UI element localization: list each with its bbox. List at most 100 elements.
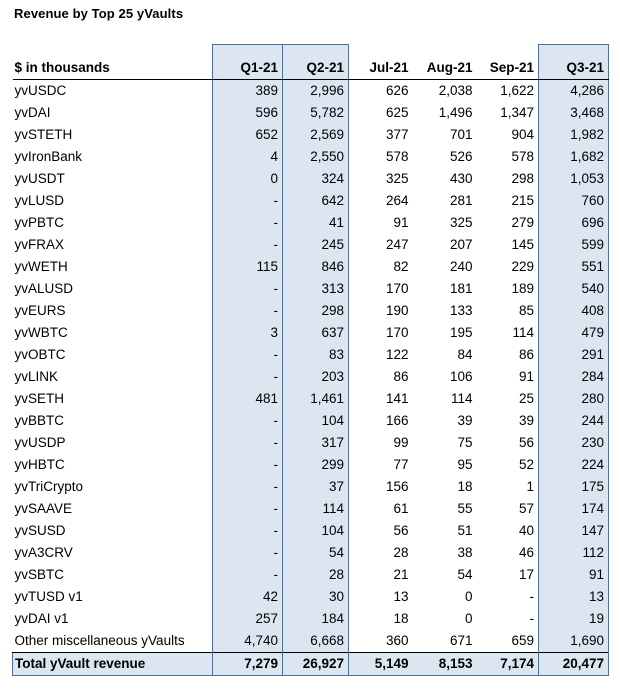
table-row: yvLINK -203 86 106 91 284 <box>13 366 609 388</box>
value-cell: 324 <box>282 168 349 190</box>
table-row: yvWETH 115 846 82 240 229 551 <box>13 256 609 278</box>
value-cell: 299 <box>282 454 349 476</box>
row-label: yvIronBank <box>14 149 83 164</box>
value-cell: 42 <box>212 586 283 608</box>
col-header-aug-21: Aug-21 <box>412 57 477 80</box>
value-cell: - <box>212 190 283 212</box>
value-cell: 1,347 <box>500 105 534 120</box>
table-row: yvLUSD -642 264 281 215 760 <box>13 190 609 212</box>
value-cell: 91 <box>518 369 534 384</box>
value-cell: 156 <box>385 479 409 494</box>
value-cell: 279 <box>511 215 534 230</box>
spacer-row <box>13 44 609 57</box>
value-cell: 1,682 <box>538 146 609 168</box>
value-cell: - <box>212 542 283 564</box>
value-cell: - <box>212 476 283 498</box>
value-cell: 360 <box>385 633 409 648</box>
value-cell: 51 <box>457 523 473 538</box>
table-row: yvIronBank 4 2,550 578 526 578 1,682 <box>13 146 609 168</box>
table-row: yvSUSD -104 56 51 40 147 <box>13 520 609 542</box>
value-cell: 86 <box>393 369 409 384</box>
value-cell: 77 <box>393 457 409 472</box>
value-cell: 1,622 <box>500 83 534 98</box>
value-cell: 28 <box>393 545 409 560</box>
table-row: yvBBTC -104 166 39 39 244 <box>13 410 609 432</box>
value-cell: 659 <box>511 633 534 648</box>
value-cell: 115 <box>212 256 283 278</box>
value-cell: 18 <box>457 479 473 494</box>
row-label: yvSETH <box>14 391 65 406</box>
row-label: Other miscellaneous yVaults <box>14 633 185 648</box>
value-cell: 578 <box>511 149 534 164</box>
row-label: yvSTETH <box>14 127 73 142</box>
value-cell: 39 <box>518 413 534 428</box>
value-cell: 642 <box>282 190 349 212</box>
value-cell: 298 <box>511 171 534 186</box>
row-label: yvWETH <box>14 259 68 274</box>
value-cell: 671 <box>449 633 473 648</box>
col-header-q3-21: Q3-21 <box>538 57 609 80</box>
total-value-cell: 7,174 <box>476 652 539 676</box>
value-cell: 91 <box>393 215 409 230</box>
units-label: $ in thousands <box>12 57 213 80</box>
value-cell: 481 <box>212 388 283 410</box>
value-cell: 174 <box>538 498 609 520</box>
value-cell: 86 <box>518 347 534 362</box>
value-cell: 3,468 <box>538 102 609 124</box>
value-cell: 247 <box>385 237 409 252</box>
value-cell: 578 <box>385 149 409 164</box>
value-cell: 190 <box>385 303 409 318</box>
value-cell: 1,461 <box>282 388 349 410</box>
value-cell: 291 <box>538 344 609 366</box>
value-cell: 25 <box>518 391 534 406</box>
value-cell: 30 <box>282 586 349 608</box>
value-cell: 298 <box>282 300 349 322</box>
table-row: Other miscellaneous yVaults 4,740 6,668 360… <box>13 630 609 653</box>
table-row: yvSETH 481 1,461 141 114 25 280 <box>13 388 609 410</box>
value-cell: 114 <box>450 391 473 406</box>
value-cell: 408 <box>538 300 609 322</box>
value-cell: 0 <box>464 611 473 626</box>
row-label: yvALUSD <box>14 281 74 296</box>
value-cell: 240 <box>449 259 473 274</box>
value-cell: 6,668 <box>282 630 349 653</box>
value-cell: 4,286 <box>538 79 609 102</box>
value-cell: - <box>212 520 283 542</box>
row-label: yvHBTC <box>14 457 65 472</box>
value-cell: 599 <box>538 234 609 256</box>
table-row: yvTUSD v1 42 30 13 0-13 <box>13 586 609 608</box>
value-cell: 4 <box>212 146 283 168</box>
value-cell: 104 <box>282 410 349 432</box>
value-cell: - <box>212 454 283 476</box>
value-cell: 281 <box>449 193 473 208</box>
col-header-jul-21: Jul-21 <box>348 57 413 80</box>
row-label: yvWBTC <box>14 325 68 340</box>
value-cell: 28 <box>282 564 349 586</box>
col-header-q2-21: Q2-21 <box>282 57 349 80</box>
value-cell: 19 <box>538 608 609 630</box>
value-cell: 377 <box>385 127 409 142</box>
value-cell: 91 <box>538 564 609 586</box>
total-row: Total yVault revenue 7,279 26,927 5,149 8,15… <box>12 652 609 676</box>
value-cell: 55 <box>457 501 473 516</box>
row-label: yvUSDC <box>14 83 67 98</box>
row-label: yvBBTC <box>14 413 65 428</box>
value-cell: 106 <box>449 369 473 384</box>
value-cell: 430 <box>449 171 473 186</box>
value-cell: 112 <box>538 542 609 564</box>
value-cell: 1,053 <box>538 168 609 190</box>
row-label: yvSBTC <box>14 567 65 582</box>
value-cell: - <box>529 611 535 626</box>
table-row: yvPBTC -41 91 325 279 696 <box>13 212 609 234</box>
value-cell: 264 <box>385 193 409 208</box>
total-value-cell: 26,927 <box>282 652 349 676</box>
value-cell: 652 <box>212 124 283 146</box>
row-label: yvUSDP <box>14 435 66 450</box>
value-cell: 57 <box>518 501 534 516</box>
value-cell: 39 <box>457 413 473 428</box>
value-cell: 526 <box>449 149 473 164</box>
table-row: yvTriCrypto -37 156 18 1 175 <box>13 476 609 498</box>
value-cell: 170 <box>385 325 409 340</box>
total-value-cell: 5,149 <box>348 652 413 676</box>
table-row: yvHBTC -299 77 95 52 224 <box>13 454 609 476</box>
